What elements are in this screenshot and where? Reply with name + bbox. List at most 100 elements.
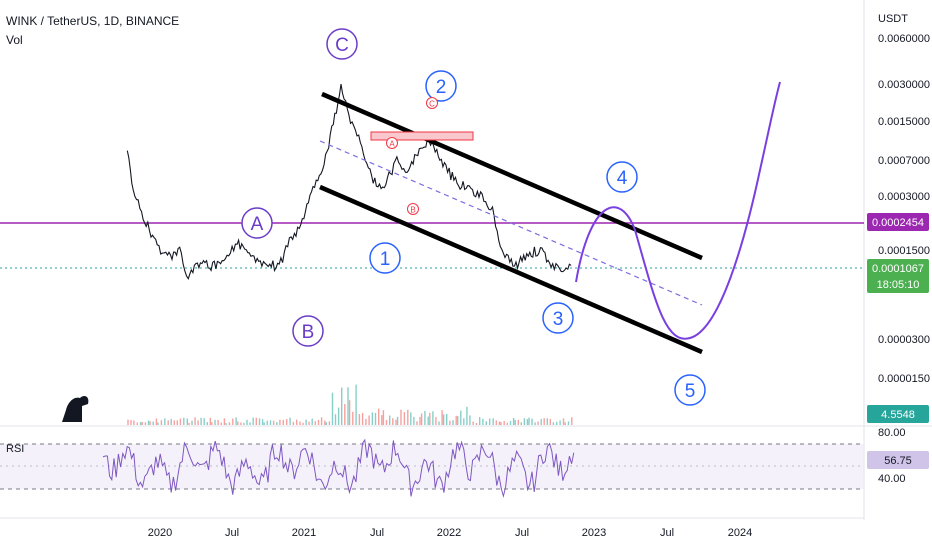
projection-path[interactable] (575, 81, 781, 340)
volume-bar (449, 420, 451, 425)
volume-bar (438, 421, 440, 425)
volume-bar (341, 387, 343, 425)
volume-bar (173, 420, 175, 425)
volume-bar (209, 417, 211, 425)
volume-indicator-label[interactable]: Vol (6, 33, 23, 47)
volume-bar (528, 417, 530, 425)
sub-wave-c-marker[interactable] (426, 97, 438, 109)
volume-bar (206, 422, 208, 425)
volume-bar (420, 413, 423, 425)
volume-bar (531, 418, 533, 425)
price-tick-label: 0.0007000 (878, 155, 930, 167)
volume-bar (299, 421, 301, 425)
volume-bar (452, 420, 454, 425)
wave-b-marker[interactable] (292, 315, 324, 347)
volume-bar (252, 417, 254, 425)
volume-bar (249, 422, 251, 425)
volume-bar (503, 421, 505, 425)
sub-wave-a-marker[interactable] (386, 137, 398, 149)
volume-bar (552, 422, 555, 425)
volume-bar (331, 392, 334, 425)
volume-bar (179, 418, 182, 425)
volume-bar (255, 417, 257, 425)
volume-bar (442, 414, 445, 425)
volume-bar (479, 417, 481, 425)
rsi-value-badge (867, 451, 929, 469)
volume-bar (325, 422, 327, 425)
volume-bars (127, 384, 573, 425)
volume-bar (296, 419, 298, 425)
symbol-title[interactable]: WINK / TetherUS, 1D, BINANCE (6, 14, 179, 28)
volume-bar (279, 419, 281, 425)
time-tick-label: Jul (660, 527, 674, 539)
volume-bar (243, 422, 245, 425)
wave-4-marker[interactable] (606, 161, 638, 193)
rsi-value: 56.75 (884, 455, 912, 467)
rsi-series (102, 438, 575, 499)
wave-5-marker[interactable] (674, 374, 706, 406)
volume-bar (176, 420, 178, 425)
volume-bar (246, 419, 248, 425)
rsi-label[interactable]: RSI (6, 443, 24, 455)
volume-bar (337, 407, 340, 425)
time-tick-label: 2020 (148, 527, 172, 539)
volume-bar (276, 422, 278, 425)
volume-bar (403, 412, 406, 425)
time-tick-label: 2021 (292, 527, 316, 539)
volume-bar (455, 415, 457, 425)
horizontal-level-value: 0.0002454 (872, 217, 924, 229)
wave-2-marker[interactable] (425, 70, 457, 102)
volume-bar (136, 422, 138, 425)
volume-bar (469, 415, 471, 425)
resistance-zone[interactable] (370, 131, 474, 141)
volume-bar (549, 418, 551, 425)
volume-bar (475, 423, 478, 425)
volume-bar (427, 416, 429, 425)
volume-bar (537, 421, 539, 425)
volume-bar (466, 406, 468, 425)
volume-value: 4.5548 (881, 409, 915, 421)
currency-label: USDT (878, 13, 908, 25)
channel-upper-line[interactable] (321, 91, 703, 261)
volume-bar (139, 422, 142, 425)
volume-bar (506, 422, 508, 425)
volume-bar (463, 418, 465, 425)
channel-lower-line[interactable] (319, 184, 703, 355)
volume-bar (147, 420, 150, 425)
wave-1-label: 1 (380, 249, 391, 270)
volume-bar (188, 422, 190, 425)
volume-bar (133, 420, 135, 425)
volume-bar (127, 419, 129, 425)
volume-bar (567, 421, 570, 425)
volume-bar (543, 418, 545, 425)
wave-c-marker[interactable] (326, 28, 358, 60)
rsi-upper-label: 80.00 (878, 427, 906, 439)
volume-bar (534, 422, 536, 425)
wave-3-marker[interactable] (542, 302, 574, 334)
wave-4-label: 4 (617, 168, 628, 189)
volume-bar (378, 408, 380, 425)
volume-bar (512, 418, 515, 425)
volume-bar (232, 418, 234, 425)
volume-bar (348, 400, 351, 425)
sub-wave-a-label: A (389, 140, 395, 149)
volume-bar (225, 423, 227, 425)
volume-bar (460, 410, 462, 425)
volume-bar (485, 421, 487, 425)
volume-bar (183, 417, 185, 425)
volume-bar (217, 420, 219, 425)
price-series (126, 84, 572, 280)
sub-wave-c-label: C (429, 100, 435, 109)
volume-bar (385, 420, 388, 425)
wave-a-marker[interactable] (241, 207, 273, 239)
sub-wave-b-marker[interactable] (407, 203, 419, 215)
volume-bar (263, 422, 265, 425)
time-tick-label: Jul (225, 527, 239, 539)
volume-bar (237, 421, 239, 425)
wave-b-label: B (302, 322, 315, 343)
sub-wave-b-label: B (410, 206, 415, 215)
volume-bar (211, 422, 213, 425)
wave-1-marker[interactable] (369, 242, 401, 274)
